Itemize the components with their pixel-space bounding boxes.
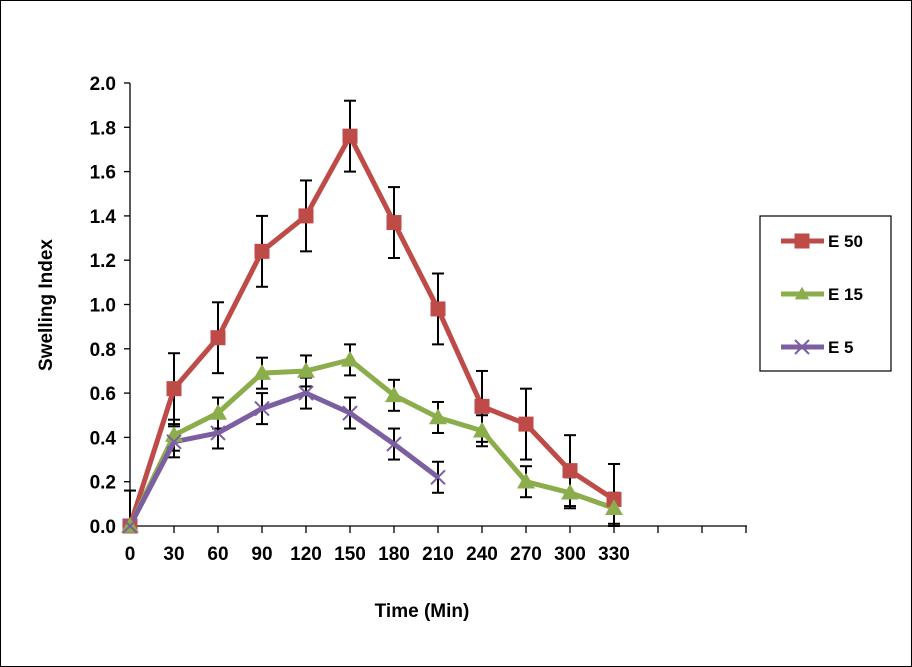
data-point-e5 <box>122 518 138 534</box>
marker-stroke <box>254 400 270 417</box>
data-point-e5 <box>210 425 226 441</box>
y-tick-label: 2.0 <box>90 74 116 95</box>
data-point-e15 <box>429 408 447 425</box>
x-tick-label: 120 <box>290 544 322 565</box>
marker-stroke <box>166 434 182 450</box>
legend-label: E 15 <box>828 285 863 304</box>
marker-stroke <box>342 405 358 421</box>
series-line-e15 <box>127 357 615 528</box>
legend-marker <box>794 233 810 249</box>
data-point-e15 <box>473 421 491 438</box>
x-tick-label: 60 <box>207 544 228 565</box>
data-point-e15 <box>297 361 315 378</box>
marker-stroke <box>386 436 402 452</box>
marker-stroke <box>122 518 138 534</box>
data-point-e15 <box>341 350 359 367</box>
y-tick-label: 1.0 <box>90 296 116 317</box>
data-point-e15 <box>209 404 227 420</box>
data-point-e50 <box>518 416 534 432</box>
legend-item-e15: E 15 <box>781 285 863 304</box>
x-tick-label: 180 <box>378 544 410 565</box>
marker-stroke <box>298 385 314 401</box>
x-tick-label: 0 <box>125 544 136 565</box>
data-point-e15 <box>517 472 535 489</box>
data-point-e50 <box>210 330 226 346</box>
marker-stroke <box>430 469 446 485</box>
marker-stroke <box>794 339 810 355</box>
y-tick-label: 0.0 <box>90 517 116 538</box>
marker-stroke <box>210 425 226 441</box>
x-axis-title: Time (Min) <box>375 601 470 622</box>
data-point-e50 <box>254 243 270 259</box>
x-tick-label: 30 <box>163 544 184 565</box>
data-point-e50 <box>342 128 358 144</box>
data-point-e50 <box>166 381 182 397</box>
data-point-e15 <box>605 499 623 516</box>
data-point-e15 <box>385 386 403 403</box>
axes: 0.0 0.2 0.4 0.6 0.8 1.0 1.2 1.4 1.6 1.8 2.0 0 30 60 90… <box>90 74 747 565</box>
x-tick-label: 90 <box>251 544 272 565</box>
x-tick-label: 240 <box>466 544 498 565</box>
series-line-e50 <box>127 133 616 527</box>
y-tick-label: 1.2 <box>90 251 116 272</box>
error-bars <box>124 99 620 527</box>
data-point-e5 <box>298 385 314 401</box>
data-point-e15 <box>561 483 579 500</box>
y-tick-label: 1.4 <box>90 207 117 228</box>
data-point-e50 <box>386 215 402 231</box>
data-point-e5 <box>430 469 446 485</box>
y-tick-label: 0.6 <box>90 384 116 405</box>
data-point-e50 <box>562 463 578 479</box>
y-tick-label: 0.4 <box>90 428 117 449</box>
series-lines <box>127 133 616 528</box>
data-point-e15 <box>253 364 271 380</box>
data-point-e5 <box>386 436 402 452</box>
legend-item-e50: E 50 <box>781 232 863 251</box>
data-point-e50 <box>298 208 314 224</box>
legend-box <box>759 215 892 372</box>
legend-marker <box>794 339 810 355</box>
data-point-e5 <box>342 405 358 421</box>
x-tick-label: 150 <box>334 544 366 565</box>
y-tick-label: 1.8 <box>90 118 116 139</box>
data-point-e50 <box>474 398 490 414</box>
x-tick-label: 330 <box>598 544 630 565</box>
series-markers <box>121 128 623 534</box>
data-point-e5 <box>166 434 182 450</box>
data-point-e50 <box>430 301 446 317</box>
legend-label: E 50 <box>828 232 863 251</box>
legend-label: E 5 <box>828 338 854 357</box>
legend-marker <box>794 286 810 300</box>
data-point-e5 <box>254 400 270 417</box>
y-tick-label: 0.2 <box>90 473 116 494</box>
x-tick-label: 300 <box>554 544 586 565</box>
y-axis-title: Swelling Index <box>36 239 57 371</box>
x-tick-label: 270 <box>510 544 542 565</box>
y-tick-label: 1.6 <box>90 163 116 184</box>
y-tick-label: 0.8 <box>90 340 116 361</box>
x-tick-label: 210 <box>422 544 454 565</box>
legend: E 50 E 15 E 5 <box>759 215 892 372</box>
legend-item-e5: E 5 <box>781 338 854 357</box>
